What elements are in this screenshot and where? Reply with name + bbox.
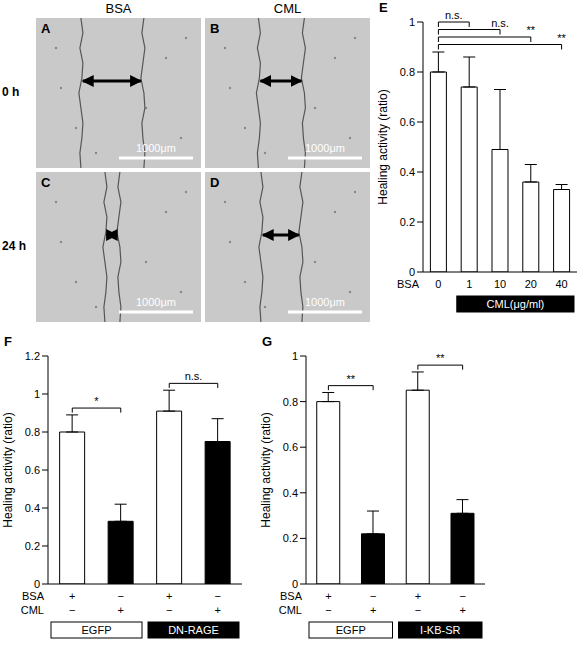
svg-text:EGFP: EGFP xyxy=(336,624,366,636)
svg-text:D: D xyxy=(210,175,219,190)
svg-text:1: 1 xyxy=(466,278,472,290)
svg-text:−: − xyxy=(215,590,221,602)
svg-text:BSA: BSA xyxy=(280,590,303,602)
svg-text:I-KB-SR: I-KB-SR xyxy=(420,624,460,636)
svg-text:CML(μg/ml): CML(μg/ml) xyxy=(487,298,545,310)
svg-text:0.4: 0.4 xyxy=(400,166,415,178)
html-text:BSA: BSA xyxy=(105,1,132,16)
svg-text:BSA: BSA xyxy=(397,278,420,290)
svg-text:Healing activity (ratio): Healing activity (ratio) xyxy=(259,412,273,527)
svg-text:BSA: BSA xyxy=(22,590,45,602)
svg-text:0: 0 xyxy=(292,578,298,590)
svg-text:0: 0 xyxy=(34,578,40,590)
svg-text:0.2: 0.2 xyxy=(283,532,298,544)
svg-text:**: ** xyxy=(346,373,355,385)
svg-text:0.8: 0.8 xyxy=(400,66,415,78)
svg-text:+: + xyxy=(118,604,124,616)
svg-text:40: 40 xyxy=(555,278,567,290)
svg-text:0: 0 xyxy=(409,266,415,278)
svg-text:+: + xyxy=(415,590,421,602)
svg-text:n.s.: n.s. xyxy=(445,9,463,21)
svg-text:B: B xyxy=(210,21,219,36)
svg-text:1000μm: 1000μm xyxy=(305,142,345,154)
svg-text:C: C xyxy=(41,175,51,190)
svg-text:1000μm: 1000μm xyxy=(136,296,176,308)
svg-text:A: A xyxy=(41,21,51,36)
svg-text:0.6: 0.6 xyxy=(400,116,415,128)
svg-text:**: ** xyxy=(557,32,566,44)
svg-text:+: + xyxy=(166,590,172,602)
html-text:E: E xyxy=(379,0,388,15)
svg-text:−: − xyxy=(415,604,421,616)
svg-text:0.2: 0.2 xyxy=(25,540,40,552)
svg-text:1: 1 xyxy=(34,388,40,400)
html-text:CML: CML xyxy=(273,1,302,16)
svg-text:−: − xyxy=(69,604,75,616)
svg-text:1000μm: 1000μm xyxy=(305,296,345,308)
svg-text:+: + xyxy=(370,604,376,616)
svg-text:−: − xyxy=(325,604,331,616)
svg-text:0.4: 0.4 xyxy=(25,502,40,514)
html-text:G: G xyxy=(262,334,273,349)
svg-text:CML: CML xyxy=(21,604,44,616)
svg-text:Healing activity (ratio): Healing activity (ratio) xyxy=(376,89,390,204)
svg-text:+: + xyxy=(215,604,221,616)
svg-text:−: − xyxy=(459,590,465,602)
svg-text:1: 1 xyxy=(409,16,415,28)
svg-text:0: 0 xyxy=(435,278,441,290)
svg-text:20: 20 xyxy=(525,278,537,290)
svg-text:**: ** xyxy=(527,24,536,36)
svg-text:0.2: 0.2 xyxy=(400,216,415,228)
html-text:0 h: 0 h xyxy=(2,85,20,99)
svg-text:−: − xyxy=(166,604,172,616)
svg-text:0.6: 0.6 xyxy=(25,464,40,476)
svg-text:Healing activity (ratio): Healing activity (ratio) xyxy=(1,412,15,527)
svg-text:0.4: 0.4 xyxy=(283,487,298,499)
svg-text:−: − xyxy=(370,590,376,602)
svg-text:0.8: 0.8 xyxy=(283,396,298,408)
svg-text:CML: CML xyxy=(279,604,302,616)
html-text:24 h: 24 h xyxy=(2,239,26,253)
svg-text:EGFP: EGFP xyxy=(82,624,112,636)
svg-text:−: − xyxy=(118,590,124,602)
svg-text:DN-RAGE: DN-RAGE xyxy=(168,624,219,636)
svg-text:1: 1 xyxy=(292,350,298,362)
svg-text:+: + xyxy=(69,590,75,602)
svg-text:10: 10 xyxy=(494,278,506,290)
html-text:F: F xyxy=(4,334,12,349)
svg-text:n.s.: n.s. xyxy=(185,370,203,382)
svg-text:0.6: 0.6 xyxy=(283,441,298,453)
svg-text:1.2: 1.2 xyxy=(25,350,40,362)
svg-text:0.8: 0.8 xyxy=(25,426,40,438)
svg-text:n.s.: n.s. xyxy=(491,17,509,29)
svg-text:+: + xyxy=(325,590,331,602)
svg-text:+: + xyxy=(459,604,465,616)
svg-text:1000μm: 1000μm xyxy=(136,142,176,154)
svg-text:*: * xyxy=(94,395,99,407)
svg-text:**: ** xyxy=(436,352,445,364)
